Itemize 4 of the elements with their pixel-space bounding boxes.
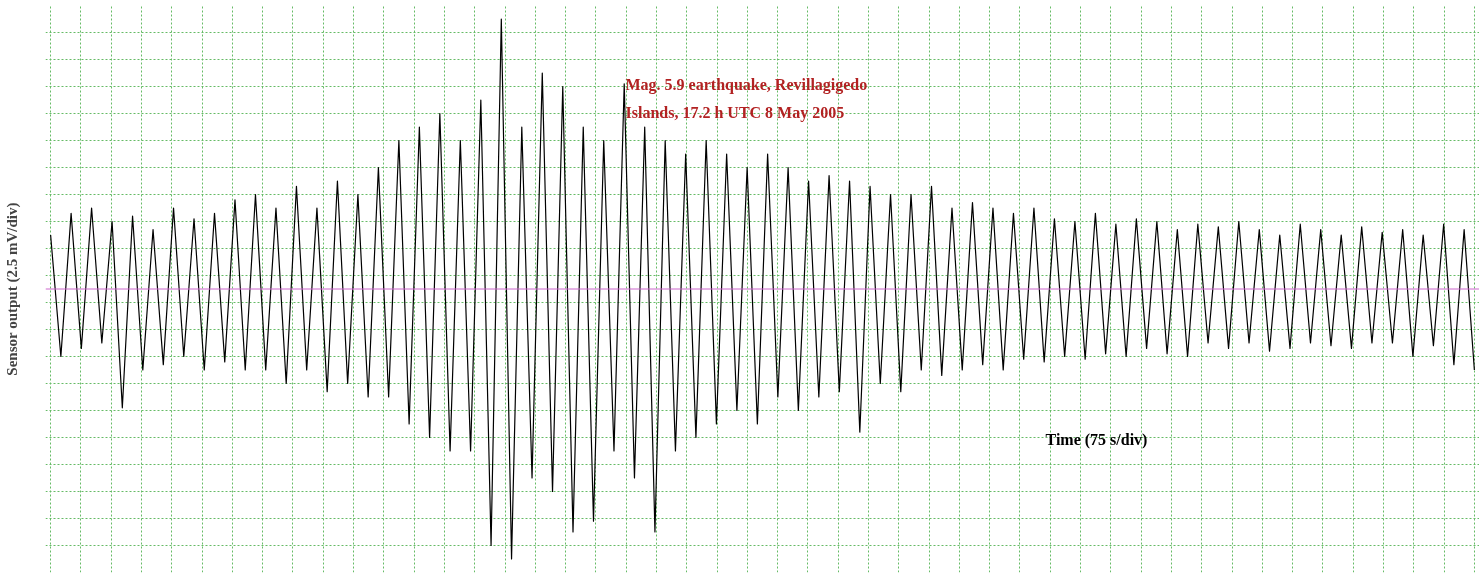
annotation: Mag. 5.9 earthquake, Revillagigedo: [625, 75, 868, 94]
y-axis-title: Sensor output (2.5 mV/div): [3, 202, 21, 376]
x-axis-title: Time (75 s/div): [1045, 430, 1148, 449]
annotation: Islands, 17.2 h UTC 8 May 2005: [625, 103, 845, 122]
